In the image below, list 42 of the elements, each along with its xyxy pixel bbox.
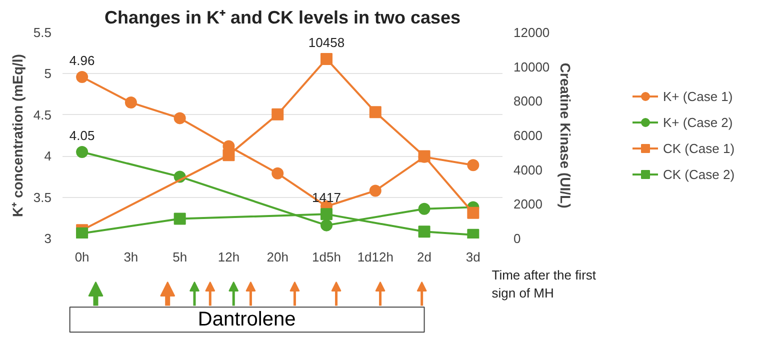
y2-tick-label: 2000: [514, 196, 542, 212]
point: [174, 112, 186, 124]
point: [76, 71, 88, 83]
x-tick-label: 20h: [266, 250, 288, 264]
y2-tick-label: 0: [514, 231, 521, 246]
x-tick-label: 3h: [124, 250, 138, 264]
y-tick-label: 5.5: [33, 25, 52, 40]
x-tick-label: 3d: [466, 250, 480, 264]
y-axis-title: K⁺ concentration (mEq/l): [9, 54, 26, 217]
y-tick-label: 4: [44, 148, 52, 164]
point: [272, 167, 284, 180]
x-axis-title: Time after the first sign of MH: [492, 268, 596, 300]
text: Dantrolene: [198, 308, 296, 331]
y-tick-label: 5: [44, 66, 52, 82]
y-tick-label: 4.5: [33, 107, 52, 122]
y2-tick-label: 4000: [514, 162, 542, 178]
x-tick-label: 0h: [74, 250, 90, 264]
point: [76, 146, 88, 158]
point: [467, 159, 480, 172]
x-tick-label: 5h: [172, 250, 188, 264]
x-tick-label: 2d: [417, 250, 432, 264]
y2-tick-label: 6000: [514, 128, 542, 143]
chart-title: Changes in K⁺ and CK levels in two cases: [104, 8, 461, 28]
y2-tick-label: 8000: [514, 94, 542, 109]
data-label: 4.05: [69, 128, 95, 143]
data-label: 1417: [312, 190, 341, 206]
x-tick-label: 1d5h: [312, 250, 341, 264]
y2-tick-label: 12000: [514, 25, 550, 40]
y2-tick-label: 10000: [514, 59, 550, 74]
legend-label: K+ (Case 2): [663, 114, 733, 130]
x-tick-label: 1d12h: [357, 250, 394, 264]
y-tick-label: 3.5: [33, 190, 52, 205]
legend-label: CK (Case 2): [663, 166, 735, 182]
y2-axis-title: Creatine Kinase (UI/L): [558, 62, 574, 208]
x-tick-label: 12h: [218, 250, 240, 264]
data-label: 10458: [308, 34, 345, 50]
point: [124, 96, 137, 109]
data-label: 4.96: [69, 52, 95, 68]
legend-label: CK (Case 1): [663, 140, 735, 156]
legend-label: K+ (Case 1): [663, 88, 733, 104]
point: [369, 184, 382, 197]
y-tick-label: 3: [44, 231, 52, 246]
